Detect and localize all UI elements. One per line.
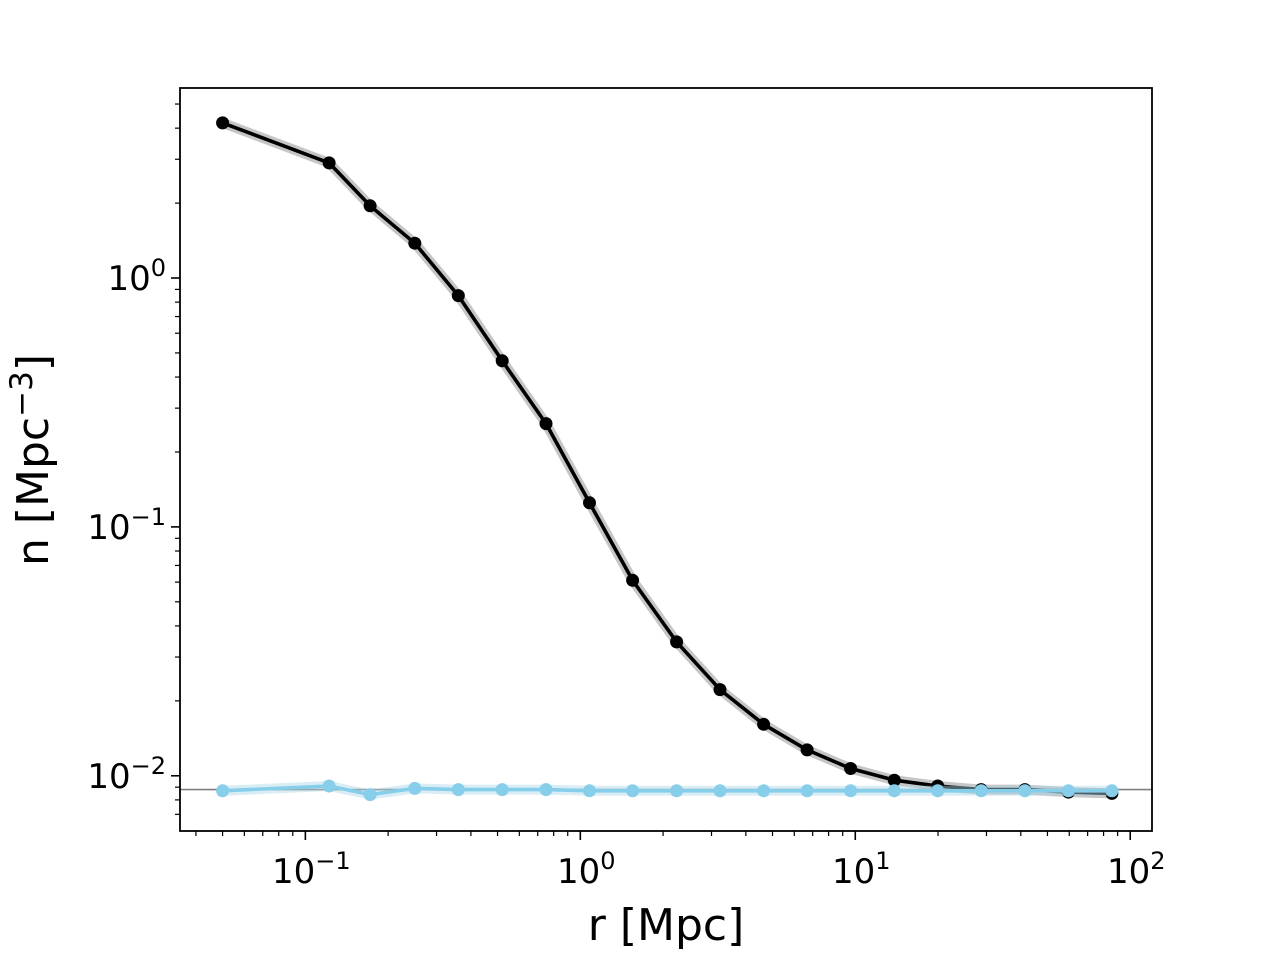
x-tick-label-2: 101	[832, 847, 891, 892]
plot-frame	[179, 87, 1153, 832]
series-0-point-11	[757, 717, 771, 731]
series-1-point-14	[887, 784, 901, 798]
series-0-point-13	[844, 762, 858, 775]
series-1-point-4	[451, 783, 465, 797]
series-1-point-11	[757, 784, 771, 798]
tick-label-layer: 10−1 100 101 102 10−2 10−1 100	[87, 254, 1165, 892]
series-1-point-2	[363, 788, 377, 802]
series-0-point-6	[539, 417, 553, 431]
series-0-point-10	[713, 683, 727, 697]
series-1-point-7	[583, 784, 596, 798]
y-axis-label: n [Mpc−3]	[4, 354, 59, 566]
series-layer	[216, 116, 1119, 802]
series-1-line	[222, 784, 1112, 797]
series-1-point-3	[408, 781, 422, 795]
series-0-point-4	[451, 289, 465, 303]
y-tick-label-2: 100	[107, 254, 166, 299]
x-tick-label-1: 100	[557, 847, 616, 892]
series-1-point-13	[844, 784, 858, 798]
y-axis-label-exponent: −3	[4, 371, 40, 417]
series-0-point-14	[887, 773, 901, 787]
y-axis-label-base: n [Mpc	[8, 417, 59, 566]
plot-area	[180, 88, 1152, 831]
series-1-point-17	[1018, 784, 1032, 798]
y-tick-label-0: 10−2	[87, 752, 166, 797]
series-0-point-3	[408, 236, 422, 250]
series-1-point-0	[216, 784, 230, 798]
series-0-point-1	[322, 156, 336, 170]
y-axis-label-close: ]	[8, 354, 59, 371]
series-0-point-2	[363, 199, 377, 213]
series-1-point-19	[1105, 784, 1119, 798]
series-0-point-0	[216, 116, 230, 130]
x-axis-label: r [Mpc]	[588, 900, 745, 951]
series-1-point-6	[539, 783, 553, 797]
series-1-point-16	[974, 784, 988, 798]
series-0-point-8	[626, 573, 640, 587]
series-1-point-10	[713, 784, 727, 798]
series-1-point-18	[1061, 784, 1075, 798]
series-1-point-15	[931, 784, 945, 798]
x-tick-label-0: 10−1	[272, 847, 351, 892]
series-1-point-9	[670, 784, 684, 798]
ticks-layer	[171, 103, 1132, 840]
series-1-point-12	[800, 784, 814, 798]
x-tick-label-3: 102	[1107, 847, 1166, 892]
series-0-point-12	[800, 743, 814, 757]
y-tick-label-1: 10−1	[87, 503, 166, 548]
series-0-point-9	[670, 635, 684, 649]
series-1-point-8	[626, 784, 640, 798]
series-1-point-1	[322, 779, 336, 793]
series-0-point-7	[583, 496, 596, 510]
series-0-point-5	[495, 354, 509, 368]
series-1-point-5	[495, 783, 509, 797]
